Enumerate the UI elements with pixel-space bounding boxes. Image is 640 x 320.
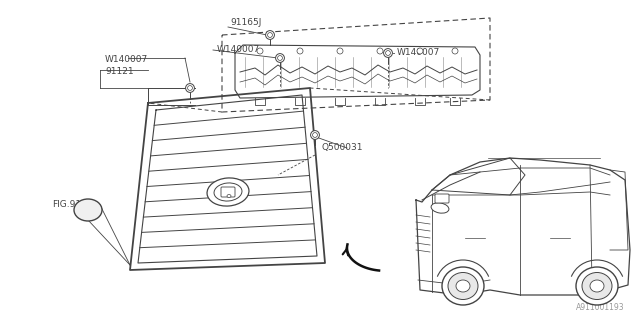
Ellipse shape xyxy=(257,48,263,54)
FancyBboxPatch shape xyxy=(435,194,449,203)
Ellipse shape xyxy=(278,56,282,60)
Text: 91121: 91121 xyxy=(105,67,134,76)
Ellipse shape xyxy=(417,48,423,54)
Text: W140007: W140007 xyxy=(397,48,440,57)
Ellipse shape xyxy=(431,203,449,213)
Text: 91165J: 91165J xyxy=(230,18,261,27)
FancyBboxPatch shape xyxy=(221,187,235,197)
Ellipse shape xyxy=(297,48,303,54)
Ellipse shape xyxy=(456,280,470,292)
Ellipse shape xyxy=(207,178,249,206)
Ellipse shape xyxy=(576,267,618,305)
Ellipse shape xyxy=(268,33,273,37)
Ellipse shape xyxy=(582,273,612,300)
Ellipse shape xyxy=(385,51,390,55)
Ellipse shape xyxy=(377,48,383,54)
Ellipse shape xyxy=(266,31,275,39)
Ellipse shape xyxy=(74,199,102,221)
Ellipse shape xyxy=(188,85,193,90)
Text: W140007: W140007 xyxy=(217,45,260,54)
Ellipse shape xyxy=(312,132,317,137)
Ellipse shape xyxy=(448,273,478,300)
Ellipse shape xyxy=(214,183,242,201)
Ellipse shape xyxy=(186,84,195,92)
Text: A911001193: A911001193 xyxy=(577,303,625,312)
Text: FIG.919: FIG.919 xyxy=(52,200,87,209)
Ellipse shape xyxy=(452,48,458,54)
Ellipse shape xyxy=(227,195,231,197)
Ellipse shape xyxy=(442,267,484,305)
Ellipse shape xyxy=(337,48,343,54)
Ellipse shape xyxy=(310,131,319,140)
Ellipse shape xyxy=(383,49,392,57)
Text: W140007: W140007 xyxy=(105,55,148,64)
Ellipse shape xyxy=(590,280,604,292)
Text: Q500031: Q500031 xyxy=(322,143,364,152)
Ellipse shape xyxy=(276,53,284,62)
